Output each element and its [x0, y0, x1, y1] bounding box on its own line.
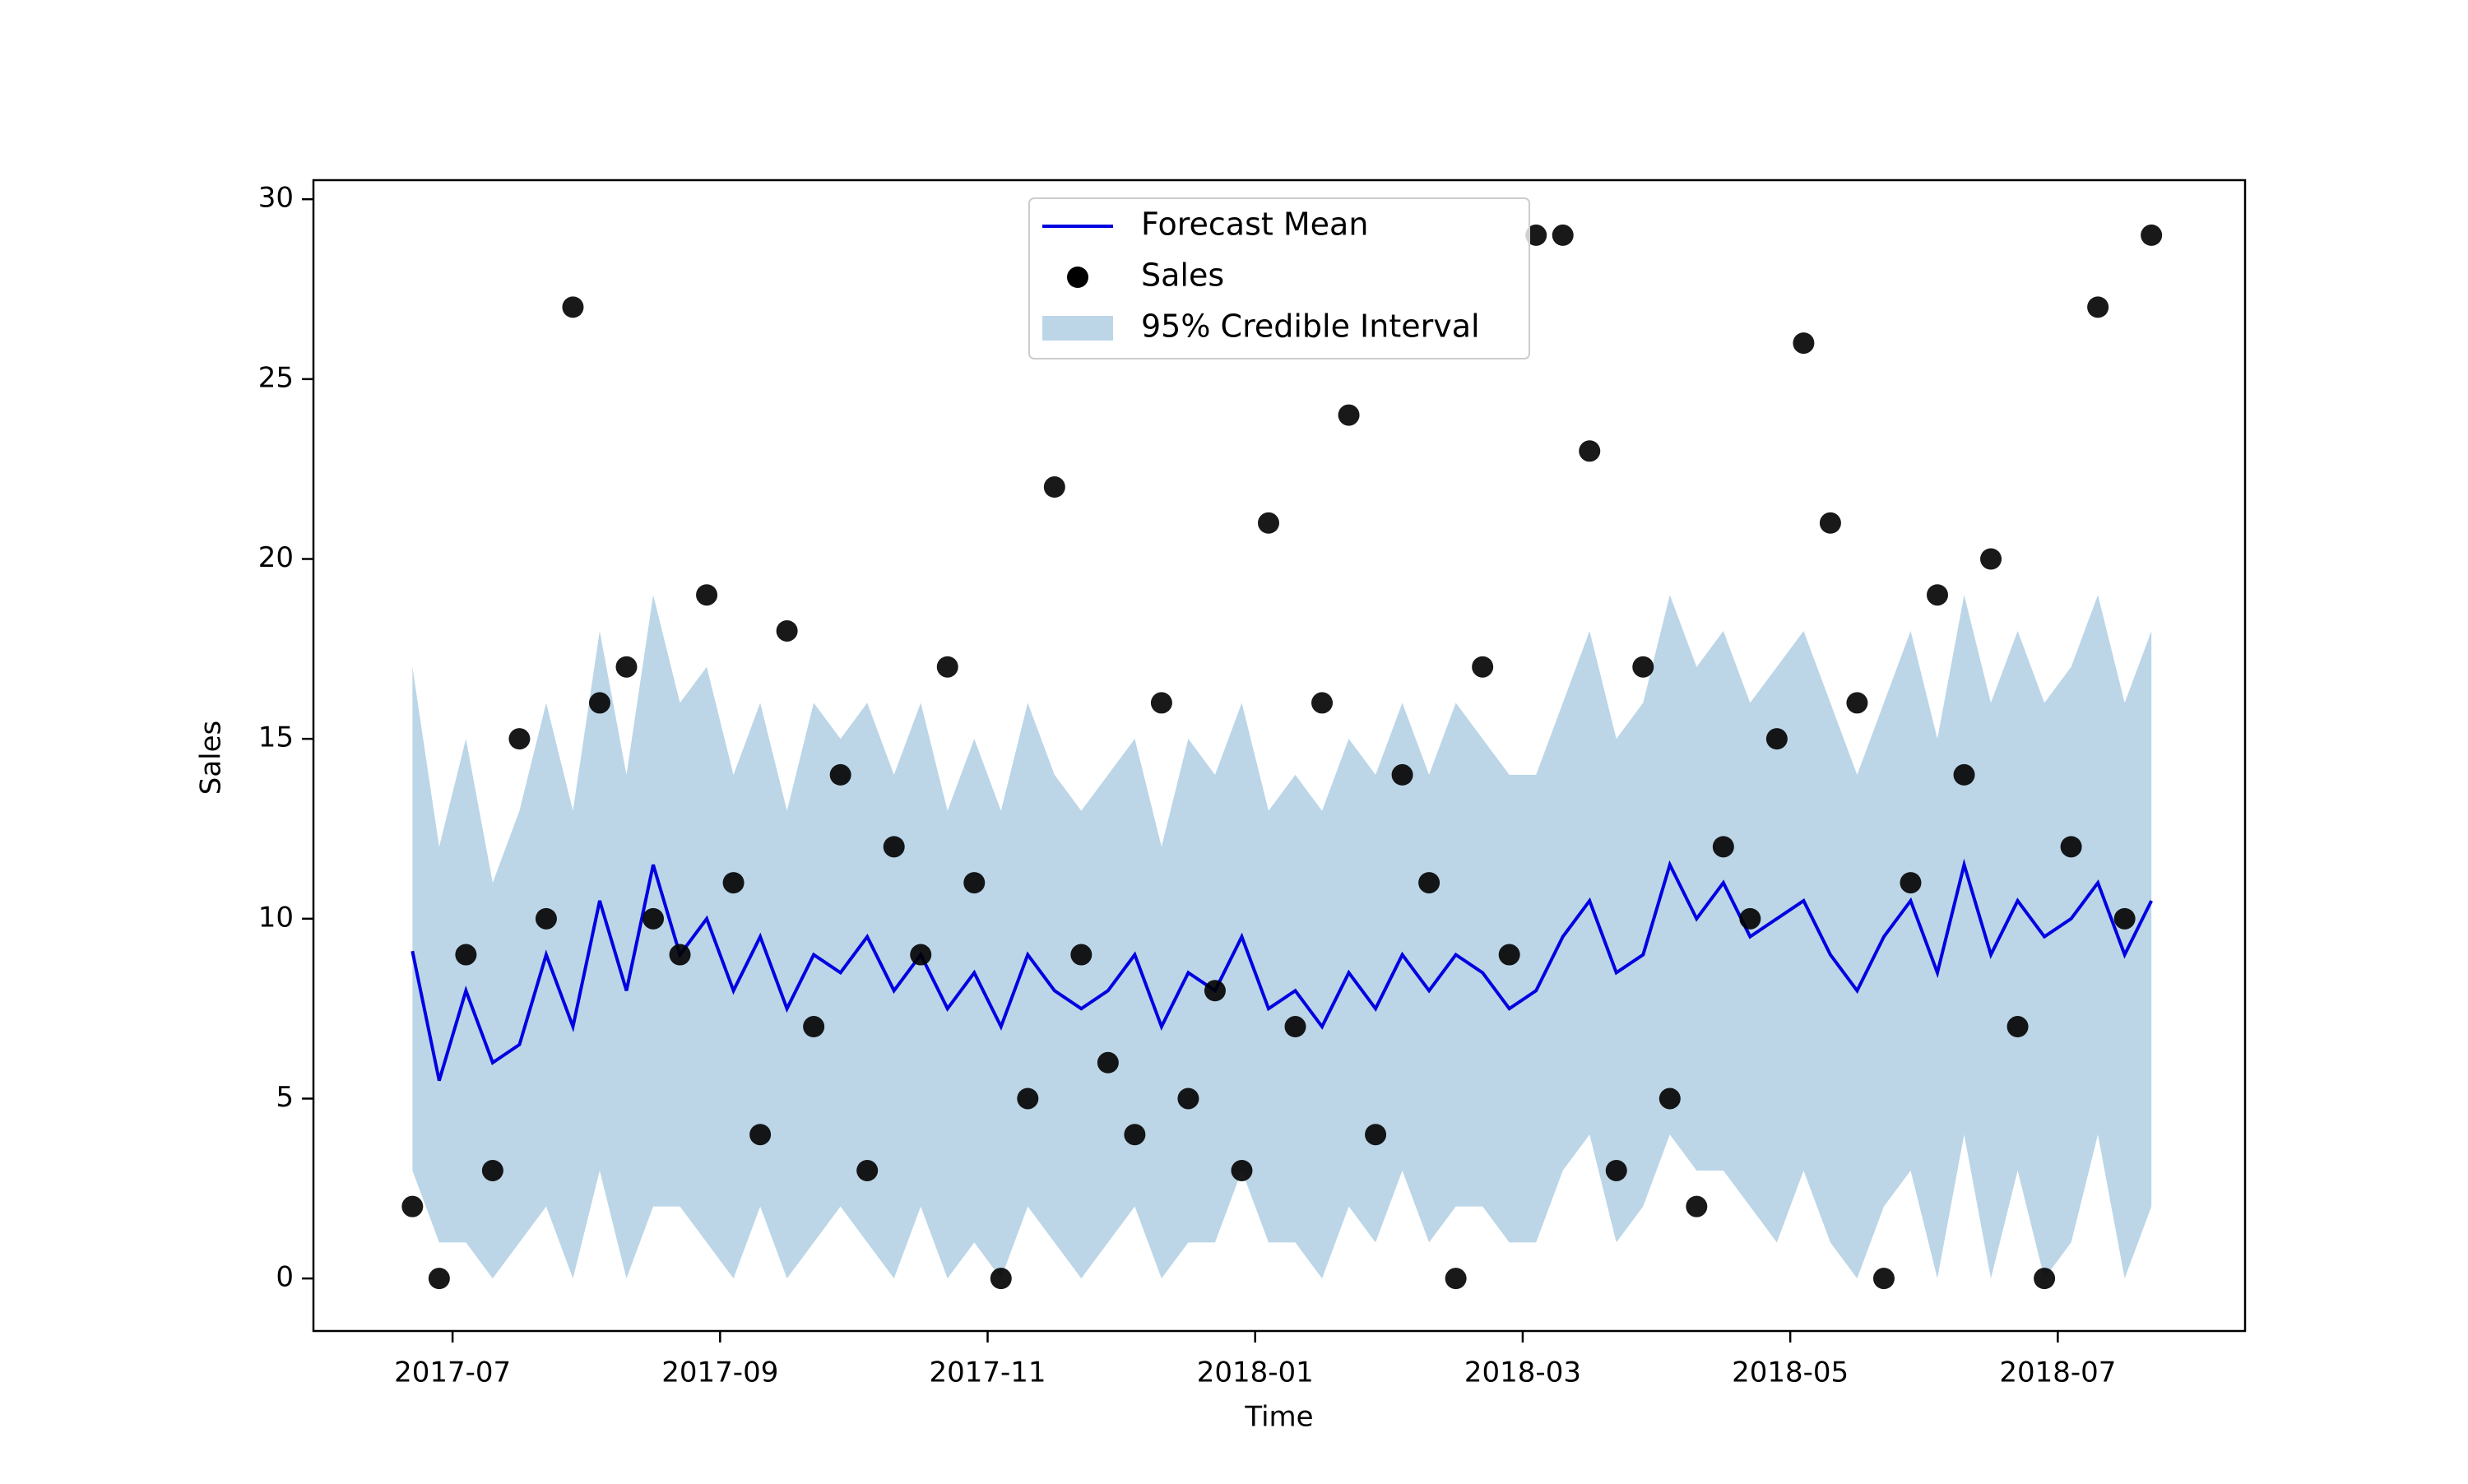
y-tick-label: 30	[258, 182, 294, 215]
sales-point	[1097, 1051, 1119, 1074]
sales-point	[696, 584, 718, 606]
y-tick-label: 20	[258, 541, 294, 574]
sales-point	[2006, 1016, 2029, 1038]
sales-point	[1284, 1016, 1306, 1038]
x-tick-label: 2018-03	[1464, 1356, 1581, 1389]
legend-label: Forecast Mean	[1141, 206, 1368, 243]
x-tick-label: 2018-05	[1732, 1356, 1849, 1389]
sales-point	[428, 1268, 450, 1290]
sales-point	[1658, 1087, 1681, 1110]
sales-point	[1872, 1268, 1895, 1290]
legend-label: Sales	[1141, 257, 1224, 294]
sales-point	[1365, 1124, 1387, 1146]
sales-point	[1632, 656, 1654, 678]
sales-point	[535, 907, 557, 930]
sales-point	[749, 1124, 772, 1146]
sales-point	[2113, 907, 2136, 930]
y-tick-label: 25	[258, 361, 294, 394]
sales-point	[1712, 836, 1734, 858]
sales-point	[455, 944, 477, 966]
sales-point	[829, 763, 851, 786]
sales-point	[1124, 1124, 1146, 1146]
forecast-line	[411, 858, 2153, 1082]
y-axis-label: Sales	[195, 721, 228, 795]
sales-point	[1765, 728, 1788, 750]
x-tick-label: 2017-11	[929, 1356, 1046, 1389]
sales-point	[481, 1159, 503, 1181]
sales-point	[401, 1195, 424, 1217]
sales-point	[1445, 1268, 1467, 1290]
sales-point	[1953, 763, 1975, 786]
sales-point	[1231, 1159, 1253, 1181]
sales-point	[856, 1159, 879, 1181]
sales-point	[1927, 584, 1949, 606]
sales-point	[508, 728, 531, 750]
sales-point	[1017, 1087, 1039, 1110]
sales-point	[1686, 1195, 1708, 1217]
legend: Forecast Mean Sales 95% Credible Interval	[1028, 197, 1530, 359]
y-tick-label: 0	[276, 1261, 294, 1294]
sales-point	[722, 872, 745, 894]
sales-point	[803, 1016, 825, 1038]
sales-point	[562, 296, 584, 318]
plot-frame	[312, 179, 2247, 1333]
sales-point	[2141, 224, 2163, 246]
sales-point	[1900, 872, 1922, 894]
legend-marker	[1067, 267, 1088, 288]
sales-point	[1819, 512, 1841, 534]
x-axis-label: Time	[1244, 1401, 1313, 1434]
y-tick-label: 15	[258, 721, 294, 754]
sales-point	[1793, 332, 1815, 355]
y-tick-label: 5	[276, 1081, 294, 1114]
sales-point	[1257, 512, 1279, 534]
x-tick-label: 2018-01	[1197, 1356, 1314, 1389]
sales-point	[1150, 692, 1172, 714]
x-tick-label: 2017-07	[394, 1356, 511, 1389]
sales-point	[883, 836, 905, 858]
sales-point	[1338, 404, 1360, 426]
sales-point	[910, 944, 932, 966]
x-tick-label: 2017-09	[661, 1356, 778, 1389]
sales-point	[1391, 763, 1413, 786]
credible-band	[412, 595, 2152, 1279]
sales-point	[1846, 692, 1868, 714]
legend-box	[1028, 197, 1530, 359]
y-tick-label: 10	[258, 901, 294, 934]
sales-point	[1204, 980, 1226, 1002]
sales-point	[990, 1268, 1012, 1290]
sales-point	[588, 692, 610, 714]
sales-point	[1418, 872, 1440, 894]
sales-point	[1311, 692, 1334, 714]
sales-point	[2034, 1268, 2056, 1290]
x-tick-label: 2018-07	[1999, 1356, 2116, 1389]
sales-point	[1070, 944, 1093, 966]
sales-point	[1552, 224, 1574, 246]
sales-point	[963, 872, 986, 894]
sales-point	[936, 656, 958, 678]
sales-point	[1043, 476, 1065, 499]
sales-point	[1177, 1087, 1199, 1110]
sales-point	[643, 907, 665, 930]
sales-point	[1605, 1159, 1627, 1181]
legend-patch	[1042, 316, 1113, 341]
legend-label: 95% Credible Interval	[1141, 308, 1480, 345]
sales-point	[1739, 907, 1761, 930]
sales-point	[776, 619, 798, 642]
sales-point	[1525, 224, 1547, 246]
sales-point	[2087, 296, 2109, 318]
sales-point	[1980, 548, 2002, 570]
sales-point	[1579, 440, 1601, 462]
sales-point	[669, 944, 691, 966]
sales-point	[615, 656, 638, 678]
sales-point	[1498, 944, 1520, 966]
sales-point	[2060, 836, 2082, 858]
sales-point	[1472, 656, 1494, 678]
